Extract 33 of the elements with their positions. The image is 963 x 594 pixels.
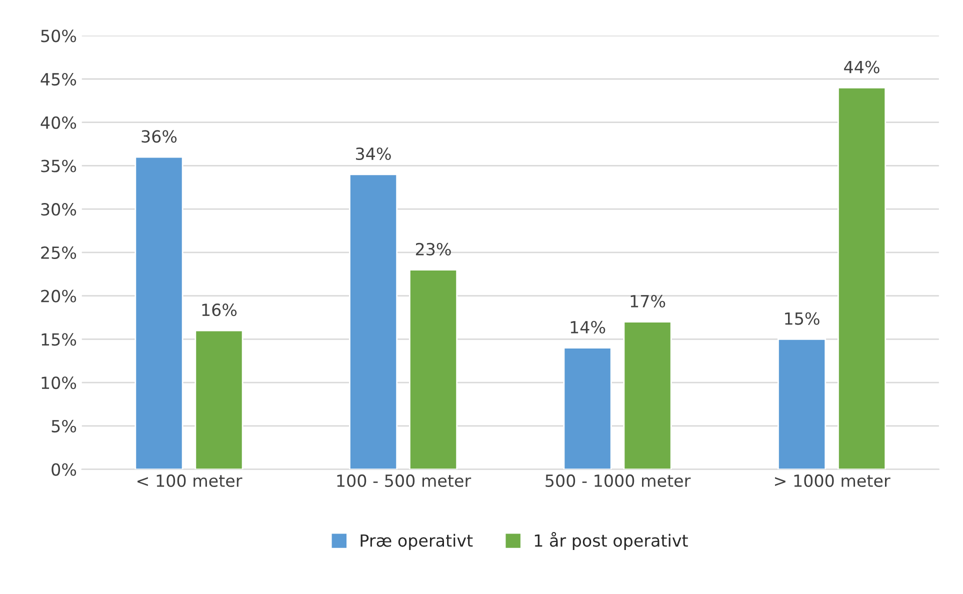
- bar: [194, 330, 244, 470]
- text: 44%: [844, 60, 880, 74]
- x-tick-label: < 100 meter: [138, 474, 242, 488]
- text: 17%: [630, 294, 666, 308]
- text: 15%: [785, 312, 820, 325]
- text: 36%: [142, 130, 177, 143]
- x-tick-label: 100 - 500 meter: [337, 474, 472, 488]
- text: 23%: [416, 242, 451, 256]
- y-tick-label: 50%: [41, 30, 76, 42]
- y-tick-label: 0%: [52, 463, 76, 476]
- y-tick-label: 30%: [41, 203, 76, 216]
- bar: [408, 269, 458, 470]
- y-tick-label: 15%: [42, 333, 76, 346]
- y-tick-label: 10%: [42, 376, 76, 390]
- legend-label: Præ operativt: [360, 534, 473, 550]
- y-tick-label: 25%: [41, 246, 76, 260]
- y-tick-label: 45%: [40, 72, 76, 86]
- bar: [623, 321, 672, 470]
- text: 16%: [202, 304, 237, 316]
- text: 14%: [570, 320, 606, 334]
- bar: [563, 347, 612, 470]
- y-tick-label: 5%: [52, 420, 76, 432]
- text: 34%: [356, 147, 391, 160]
- y-tick-label: 40%: [40, 116, 76, 129]
- bar: [778, 338, 826, 470]
- bar: [838, 86, 886, 470]
- x-tick-label: 500 - 1000 meter: [546, 474, 691, 488]
- bar: [134, 156, 184, 470]
- bar: [348, 174, 398, 470]
- legend-label: 1 år post operativt: [534, 532, 688, 550]
- y-tick-label: 35%: [41, 160, 76, 172]
- y-tick-label: 20%: [41, 290, 76, 302]
- x-tick-label: > 1000 meter: [775, 474, 890, 488]
